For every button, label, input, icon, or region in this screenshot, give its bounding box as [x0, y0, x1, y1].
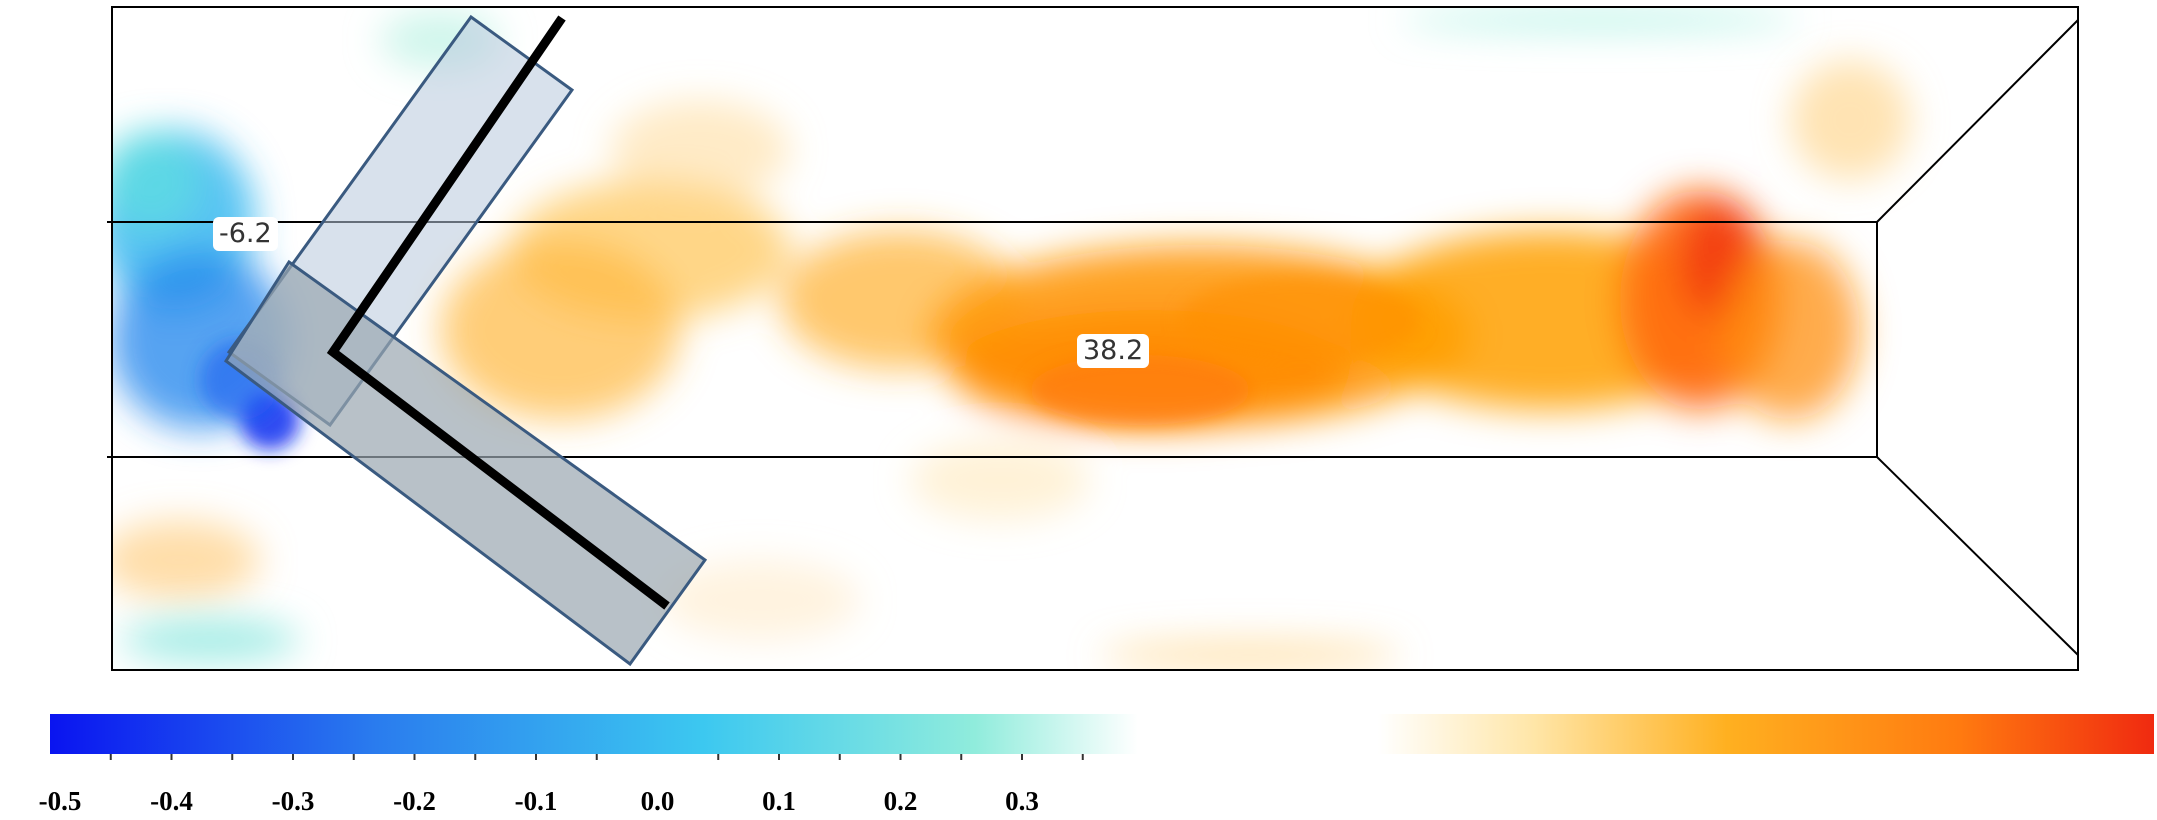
colorbar-tick-label: -0.1	[514, 786, 558, 816]
colorbar-tick-label: -0.5	[38, 786, 82, 816]
colorbar-tick-label: 0.3	[1005, 786, 1039, 816]
colorbar-tick-label: 0.2	[883, 786, 918, 816]
colorbar-ticks	[109, 754, 1084, 760]
colorbar-tick-label: 0.0	[640, 786, 675, 816]
colorbar-tick-label: -0.2	[393, 786, 436, 816]
blade-assembly	[223, 14, 708, 667]
colorbar	[50, 714, 2154, 760]
diffuser-top-line	[1876, 19, 2079, 223]
colorbar-tick-label: -0.4	[150, 786, 193, 816]
colorbar-negative	[50, 714, 1138, 754]
diffuser-bottom-line	[1876, 456, 2079, 656]
colorbar-tick-label: -0.3	[271, 786, 315, 816]
domain-boundary	[111, 6, 2079, 671]
colorbar-positive	[1378, 714, 2154, 754]
min-value-label: -6.2	[213, 217, 278, 251]
flow-field-diagram	[107, 6, 2079, 671]
colorbar-tick-label: 0.1	[762, 786, 796, 816]
negative-region	[112, 10, 1800, 662]
max-value-label: 38.2	[1077, 334, 1150, 368]
contour-field	[112, 10, 1910, 670]
blade-centerline	[326, 15, 670, 610]
